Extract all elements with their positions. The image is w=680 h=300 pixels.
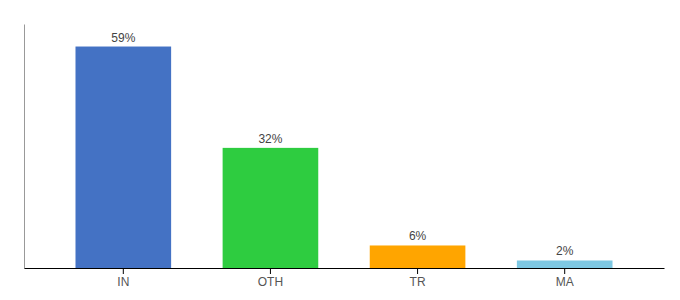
x-tick: MA [556,268,574,289]
bar [370,245,466,268]
bar [223,148,319,268]
data-labels: 59% 32% 6% 2% [111,31,573,259]
data-label: 2% [556,244,574,258]
x-tick-mark [417,268,418,274]
data-label: 6% [409,229,427,243]
x-tick-mark [270,268,271,274]
x-tick-label: IN [117,275,129,289]
plot: IN OTH TR MA 59% 32% 6% 2% [25,25,665,289]
y-axis-line [24,25,25,269]
x-tick-label: TR [410,275,426,289]
x-tick-mark [123,268,124,274]
chart: IN OTH TR MA 59% 32% 6% 2% [0,0,680,300]
x-axis-line [25,268,665,269]
data-label: 59% [111,31,135,45]
x-tick: IN [117,268,129,289]
x-tick: OTH [258,268,283,289]
x-tick-label: MA [556,275,574,289]
x-tick: TR [410,268,426,289]
bar [75,47,171,268]
x-tick-label: OTH [258,275,283,289]
bar [517,260,613,268]
y-axis [24,25,25,269]
data-label: 32% [258,132,282,146]
bars [75,47,612,268]
x-tick-mark [564,268,565,274]
x-axis: IN OTH TR MA [25,268,665,289]
